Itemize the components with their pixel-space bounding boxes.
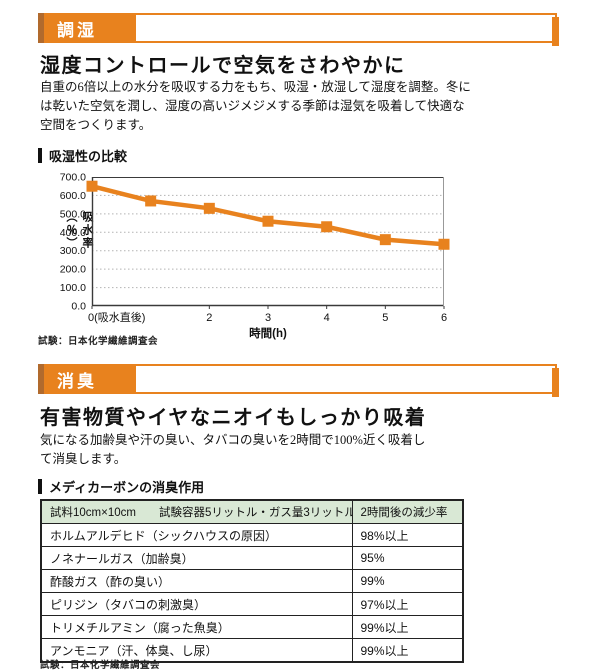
humidity-body: 自重の6倍以上の水分を吸収する力をもち、吸湿・放湿して湿度を調整。冬に は乾いた… [40, 78, 471, 135]
reduction-cell: 95% [351, 546, 464, 570]
reduction-cell: 98%以上 [351, 523, 464, 547]
banner-right-cap [552, 17, 559, 46]
y-tick-label: 500.0 [60, 208, 86, 220]
table-row: 酢酸ガス（酢の臭い） 99% [40, 569, 464, 593]
reduction-cell: 99%以上 [351, 638, 464, 663]
data-point-marker [86, 180, 98, 192]
table-header-row: 試料10cm×10cm 試験容器5リットル・ガス量3リットル 2時間後の減少率 [40, 499, 464, 524]
data-point-marker [203, 202, 215, 214]
title-bar-icon [38, 479, 42, 494]
table-row: ピリジン（タバコの刺激臭） 97%以上 [40, 592, 464, 616]
y-tick-label: 200.0 [60, 264, 86, 276]
section-title-deodorize: 消臭 [44, 364, 136, 394]
substance-cell: アンモニア（汗、体臭、し尿） [40, 638, 353, 663]
substance-cell: 酢酸ガス（酢の臭い） [40, 569, 353, 593]
chart-source-note: 試験：日本化学繊維調査会 [38, 336, 159, 347]
deodorize-heading: 有害物質やイヤなニオイもしっかり吸着 [40, 407, 427, 429]
reduction-cell: 99%以上 [351, 615, 464, 639]
body-line: 気になる加齢臭や汗の臭い、タバコの臭いを2時間で100%近く吸着し [40, 433, 426, 447]
chart-title: 吸湿性の比較 [38, 146, 127, 165]
substance-cell: ホルムアルデヒド（シックハウスの原因） [40, 523, 353, 547]
y-tick-label: 400.0 [60, 227, 86, 239]
table-row: ホルムアルデヒド（シックハウスの原因） 98%以上 [40, 523, 464, 547]
y-tick-label: 700.0 [60, 172, 86, 184]
data-point-marker [321, 221, 333, 233]
body-line: は乾いた空気を潤し、湿度の高いジメジメする季節は湿気を吸着して快適な [40, 99, 465, 113]
table-row: トリメチルアミン（腐った魚臭） 99%以上 [40, 615, 464, 639]
body-line: 自重の6倍以上の水分を吸収する力をもち、吸湿・放湿して湿度を調整。冬に [40, 80, 471, 94]
y-tick-label: 300.0 [60, 245, 86, 257]
hygroscopicity-chart: 0.0 100.0 200.0 300.0 400.0 500.0 600.0 700.0 0(… [60, 172, 450, 340]
table-title-text: メディカーボンの消臭作用 [49, 480, 205, 495]
body-line: 空間をつくります。 [40, 118, 152, 132]
y-tick-label: 0.0 [71, 301, 86, 313]
deodorization-table: 試料10cm×10cm 試験容器5リットル・ガス量3リットル 2時間後の減少率 … [40, 499, 464, 663]
x-tick-label: 4 [324, 312, 330, 324]
banner-left-strip [38, 364, 44, 394]
x-tick-label: 2 [206, 312, 212, 324]
title-bar-icon [38, 148, 42, 163]
data-point-marker [438, 238, 450, 250]
chart-line [91, 184, 445, 247]
table-source-note: 試験：日本化学繊維調査会 [40, 660, 161, 671]
substance-cell: トリメチルアミン（腐った魚臭） [40, 615, 353, 639]
section-banner-deodorize: 消臭 [38, 364, 559, 397]
header-sample-conditions: 試料10cm×10cm 試験容器5リットル・ガス量3リットル [40, 499, 353, 524]
deodorize-body: 気になる加齢臭や汗の臭い、タバコの臭いを2時間で100%近く吸着し て消臭します… [40, 431, 425, 469]
x-tick-label: 0(吸水直後) [88, 310, 145, 324]
reduction-cell: 99% [351, 569, 464, 593]
data-point-marker [262, 215, 274, 227]
chart-title-text: 吸湿性の比較 [49, 149, 128, 164]
section-title-humidity: 調湿 [44, 13, 136, 43]
substance-cell: ピリジン（タバコの刺激臭） [40, 592, 353, 616]
x-tick-label: 5 [382, 312, 388, 324]
humidity-heading: 湿度コントロールで空気をさわやかに [40, 55, 406, 77]
banner-left-strip [38, 13, 44, 43]
header-reduction-rate: 2時間後の減少率 [351, 499, 464, 524]
y-axis-label: 吸水率（％） [65, 211, 93, 250]
y-tick-label: 600.0 [60, 190, 86, 202]
data-point-marker [379, 234, 391, 246]
x-axis-label: 時間(h) [249, 326, 287, 340]
data-point-marker [145, 195, 157, 207]
table-row: アンモニア（汗、体臭、し尿） 99%以上 [40, 638, 464, 663]
section-banner-humidity: 調湿 [38, 13, 559, 46]
table-row: ノネナールガス（加齢臭） 95% [40, 546, 464, 570]
table-title: メディカーボンの消臭作用 [38, 477, 204, 496]
x-tick-label: 6 [441, 312, 447, 324]
reduction-cell: 97%以上 [351, 592, 464, 616]
y-tick-label: 100.0 [60, 282, 86, 294]
banner-right-cap [552, 368, 559, 397]
substance-cell: ノネナールガス（加齢臭） [40, 546, 353, 570]
body-line: て消臭します。 [40, 452, 127, 466]
x-tick-label: 3 [265, 312, 271, 324]
